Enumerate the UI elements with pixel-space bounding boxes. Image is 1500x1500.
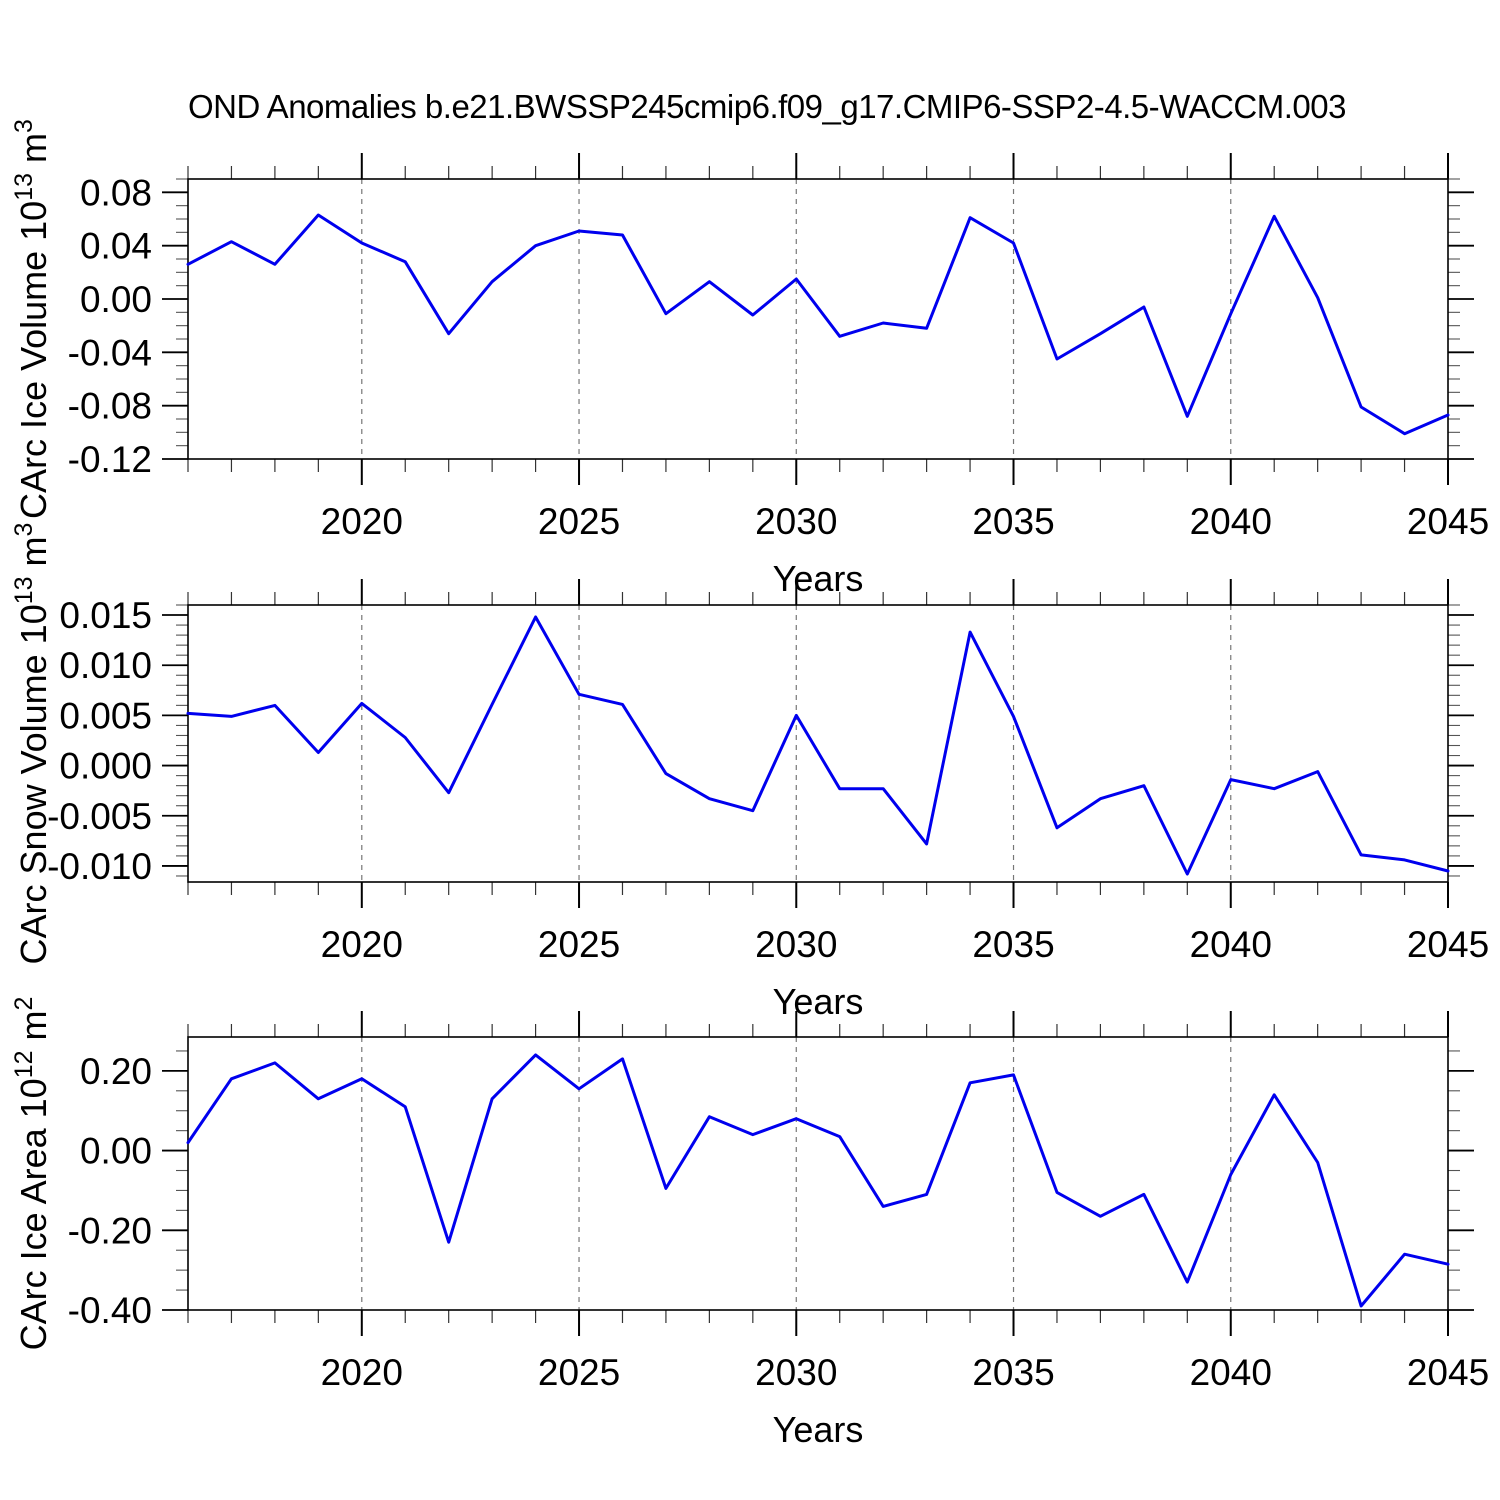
data-line [186, 615, 1450, 876]
panels-group: 0.08 0.04 0.00 -0.04 -0.08 -0.12 2020 2025 2030 2… [10, 119, 1489, 1450]
x-tick-label: 2025 [538, 924, 620, 965]
y-tick-label: -0.12 [68, 439, 152, 480]
panel-1: 0.08 0.04 0.00 -0.04 -0.08 -0.12 2020 2025 2030 2… [10, 119, 1489, 599]
panel-3: 0.20 0.00 -0.20 -0.40 2020 2025 2030 2035 2040 20… [10, 997, 1489, 1450]
data-line [186, 213, 1450, 436]
y-axis-title: CArc Snow Volume 1013 m3 [10, 523, 54, 965]
x-tick-label: 2025 [538, 1352, 620, 1393]
x-tick-label: 2035 [972, 1352, 1054, 1393]
y-tick-label: -0.010 [47, 846, 152, 887]
y-tick-label: -0.08 [68, 386, 152, 427]
y-axis-title: CArc Ice Volume 1013 m3 [10, 119, 54, 519]
y-tick-label: 0.04 [80, 226, 152, 267]
plot-frame [187, 178, 1449, 460]
x-tick-label: 2045 [1407, 1352, 1489, 1393]
x-axis-title: Years [773, 1409, 864, 1450]
x-tick-label: 2035 [972, 501, 1054, 542]
x-tick-label: 2040 [1190, 1352, 1272, 1393]
x-tick-label: 2045 [1407, 501, 1489, 542]
x-tick-label: 2040 [1190, 924, 1272, 965]
y-tick-label: 0.00 [80, 1131, 152, 1172]
x-tick-label: 2035 [972, 924, 1054, 965]
data-line [186, 1053, 1450, 1308]
y-tick-label: -0.40 [68, 1290, 152, 1331]
y-tick-label: 0.015 [59, 595, 152, 636]
x-tick-label: 2030 [755, 1352, 837, 1393]
y-tick-label: 0.00 [80, 279, 152, 320]
y-tick-label: 0.20 [80, 1051, 152, 1092]
x-tick-label: 2030 [755, 924, 837, 965]
x-axis-title: Years [773, 558, 864, 599]
x-tick-label: 2020 [321, 501, 403, 542]
y-tick-label: 0.08 [80, 172, 152, 213]
y-tick-label: 0.000 [59, 746, 152, 787]
y-tick-label: -0.20 [68, 1210, 152, 1251]
x-tick-label: 2020 [321, 924, 403, 965]
x-axis-title: Years [773, 981, 864, 1022]
x-tick-label: 2045 [1407, 924, 1489, 965]
x-tick-label: 2040 [1190, 501, 1272, 542]
x-tick-label: 2025 [538, 501, 620, 542]
y-tick-label: 0.010 [59, 645, 152, 686]
chart-title: OND Anomalies b.e21.BWSSP245cmip6.f09_g1… [188, 88, 1346, 125]
y-axis-title: CArc Ice Area 1012 m2 [10, 997, 54, 1351]
plot-frame [187, 1036, 1449, 1311]
x-tick-label: 2020 [321, 1352, 403, 1393]
y-tick-label: 0.005 [59, 695, 152, 736]
y-tick-label: -0.04 [68, 332, 152, 373]
x-tick-label: 2030 [755, 501, 837, 542]
plot-frame [187, 604, 1449, 883]
y-tick-label: -0.005 [47, 796, 152, 837]
panel-2: 0.015 0.010 0.005 0.000 -0.005 -0.010 2020 2025… [10, 523, 1489, 1022]
